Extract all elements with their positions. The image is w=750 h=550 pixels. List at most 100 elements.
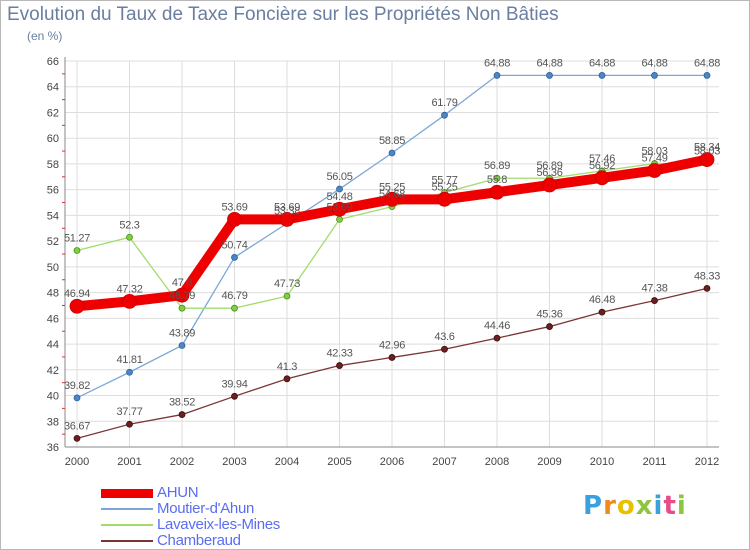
data-label: 47.32 [116,283,142,295]
brand-letter: t [663,491,677,521]
data-label: 46.79 [221,290,247,302]
brand-letter: P [583,491,604,521]
brand-letter: i [653,491,664,521]
data-point [231,253,238,261]
x-tick-label: 2000 [65,456,89,468]
data-label: 54.48 [326,191,352,203]
x-tick-label: 2009 [537,456,561,468]
data-label: 52.3 [119,219,139,231]
series-0 [69,152,715,314]
data-point [336,185,343,193]
x-tick-label: 2011 [643,456,667,468]
data-point [651,297,658,304]
data-point [388,354,396,361]
data-label: 47.38 [641,283,667,295]
data-label: 43.89 [169,327,195,339]
x-tick-label: 2007 [432,456,456,468]
data-label: 46.79 [169,290,195,302]
data-label: 53.69 [326,201,352,213]
y-tick-label: 46 [47,313,59,325]
data-label: 41.3 [277,361,297,373]
data-label: 41.81 [116,354,142,366]
x-tick-label: 2001 [117,456,141,468]
data-point [336,362,343,369]
data-label: 39.94 [221,378,247,390]
x-tick-label: 2012 [695,456,719,468]
data-label: 56.89 [536,160,562,172]
data-label: 42.33 [326,348,352,360]
data-label: 50.74 [221,239,247,251]
y-tick-label: 36 [47,442,59,454]
data-label: 57.46 [589,153,615,165]
data-label: 58.03 [694,146,720,158]
data-point [178,342,186,349]
brand-letter: o [616,491,636,521]
x-tick-label: 2008 [485,456,509,468]
data-point [69,298,85,314]
y-tick-label: 54 [47,210,59,222]
data-point [178,304,186,312]
data-label: 64.88 [641,57,667,69]
legend-swatch [101,524,153,526]
data-label: 51.27 [64,233,90,245]
data-label: 55.77 [431,175,457,187]
data-point [332,201,347,217]
y-tick-label: 50 [47,262,59,274]
x-tick-label: 2005 [327,456,351,468]
data-point [699,152,715,167]
data-label: 64.88 [536,57,562,69]
brand-logo: Proxiti [583,491,687,521]
data-point [384,191,400,207]
data-label: 55.8 [487,174,507,186]
legend-swatch [101,508,153,510]
data-label: 56.89 [484,160,510,172]
data-point [594,170,610,186]
data-label: 56.05 [326,171,352,183]
data-point [546,323,553,330]
data-label: 58.03 [641,146,667,158]
data-label: 56.92 [589,160,615,172]
y-tick-label: 38 [47,416,59,428]
data-label: 53.38 [274,205,300,217]
y-tick-label: 66 [47,56,59,68]
brand-letter: r [603,491,617,521]
data-point [542,177,557,193]
data-point [546,72,553,79]
data-point [598,72,606,79]
data-point [231,392,238,400]
data-label: 55.25 [379,181,405,193]
y-tick-label: 64 [47,82,59,94]
data-point [174,287,190,303]
data-point [703,72,711,79]
y-tick-label: 62 [47,107,59,119]
data-point [647,163,662,178]
data-label: 53.69 [274,201,300,213]
data-label: 38.52 [169,397,195,409]
data-label: 36.67 [64,420,90,432]
unit-label: (en %) [27,29,63,43]
data-point [703,284,711,292]
data-label: 58.85 [379,135,405,147]
data-label: 45.36 [536,309,562,321]
data-label: 37.77 [116,406,142,418]
y-tick-label: 52 [47,236,59,248]
x-tick-label: 2006 [380,456,404,468]
y-tick-label: 56 [47,185,59,197]
y-tick-label: 42 [47,365,59,377]
legend-label: Chamberaud [157,532,241,549]
brand-letter: x [635,491,654,521]
data-point [441,111,448,119]
data-label: 64.88 [589,57,615,69]
data-point [493,174,501,182]
legend-label: Moutier-d'Ahun [157,500,255,517]
data-point [441,345,448,353]
data-point [437,191,452,207]
data-label: 44.46 [484,320,510,332]
data-point [73,394,81,402]
data-label: 46.94 [64,288,90,300]
x-tick-label: 2002 [170,456,194,468]
data-point [73,434,81,442]
data-point [227,211,242,227]
